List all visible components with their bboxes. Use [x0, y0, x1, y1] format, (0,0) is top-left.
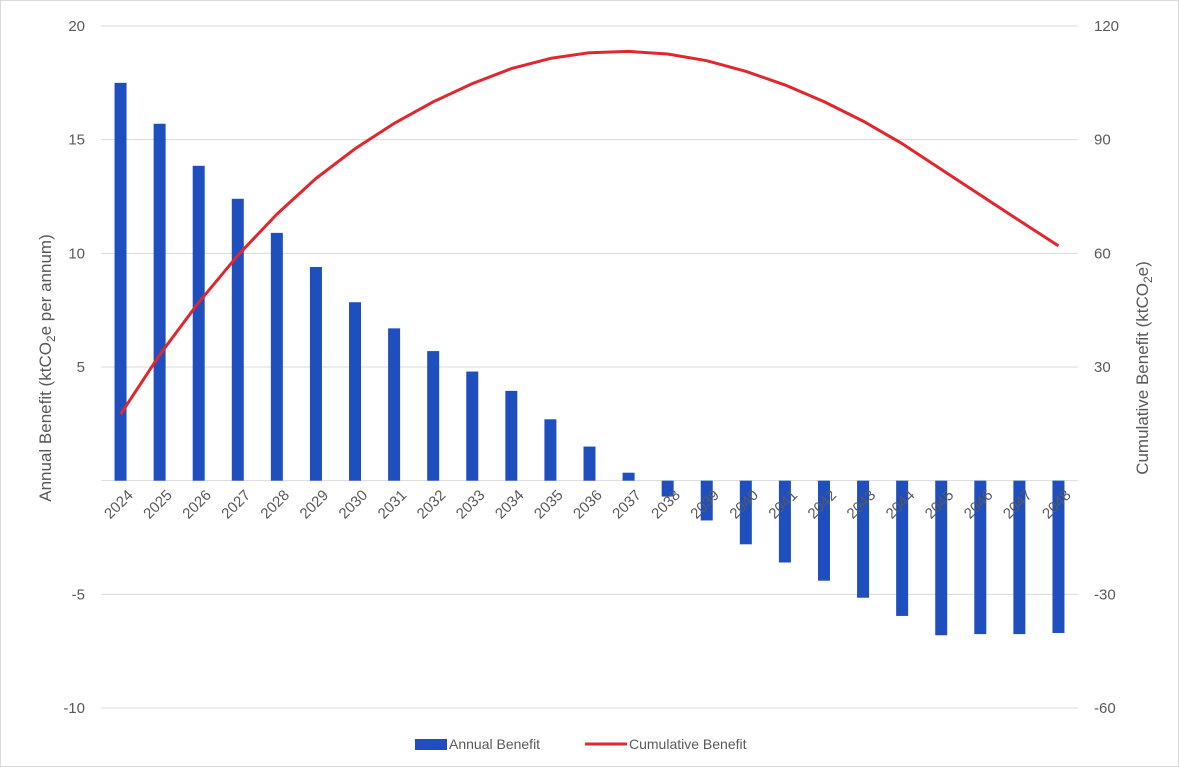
left-axis-title: Annual Benefit (ktCO2e per annum) [36, 234, 58, 502]
legend-label-annual-benefit: Annual Benefit [449, 736, 540, 752]
bar-2027 [231, 198, 244, 481]
bar-2040 [739, 480, 752, 545]
x-axis-tick-label-2034: 2034 [492, 487, 528, 523]
legend-label-cumulative-benefit: Cumulative Benefit [629, 736, 747, 752]
right-axis-tick-label: 90 [1094, 132, 1111, 149]
x-axis-tick-label-2026: 2026 [179, 487, 215, 523]
bar-2029 [309, 266, 322, 481]
left-axis-title-subscript: 2 [44, 335, 58, 342]
x-axis-tick-label-2028: 2028 [257, 487, 293, 523]
bar-2043 [857, 480, 870, 598]
right-axis-title: Cumulative Benefit (ktCO2e) [1133, 261, 1155, 475]
left-axis-tick-label: 5 [77, 359, 85, 376]
legend: Annual Benefit Cumulative Benefit [415, 736, 747, 752]
x-axis-tick-label-2030: 2030 [336, 487, 372, 523]
bar-2036 [583, 446, 596, 481]
bar-2033 [466, 371, 479, 481]
left-axis-title-suffix: e per annum) [36, 234, 55, 335]
left-axis-tick-labels: -10 -5 5 10 15 20 [63, 18, 85, 717]
right-axis-title-prefix: Cumulative Benefit (ktCO [1133, 283, 1152, 475]
right-axis-title-subscript: 2 [1141, 276, 1155, 283]
bar-2039 [700, 480, 713, 521]
bar-2032 [427, 351, 440, 481]
x-axis-tick-label-2024: 2024 [101, 487, 137, 523]
x-axis-tick-label-2038: 2038 [648, 487, 684, 523]
bar-2024 [114, 82, 127, 481]
left-axis-title-prefix: Annual Benefit (ktCO [36, 342, 55, 502]
bar-2038 [661, 480, 674, 497]
bar-2028 [270, 232, 283, 481]
x-axis-tick-label-2037: 2037 [609, 487, 645, 523]
bar-2025 [153, 123, 166, 481]
right-axis-tick-label: 60 [1094, 245, 1111, 262]
cumulative-benefit-line-group [119, 49, 1060, 416]
x-axis-tick-labels: 2024 2025 2026 2027 2028 2029 2030 2031 2032 2033… [101, 487, 1075, 523]
bar-2047 [1013, 480, 1026, 635]
x-axis-tick-label-2027: 2027 [218, 487, 254, 523]
left-axis-tick-label: -10 [63, 700, 85, 717]
cumulative-benefit-line [119, 49, 1060, 416]
x-axis-tick-label-2031: 2031 [375, 487, 411, 523]
bar-2026 [192, 165, 205, 481]
bar-2044 [896, 480, 909, 616]
x-axis-tick-label-2036: 2036 [570, 487, 606, 523]
left-axis-tick-label: 10 [68, 245, 85, 262]
right-axis-tick-label: 120 [1094, 18, 1119, 35]
x-axis-tick-label-2029: 2029 [297, 487, 333, 523]
bar-2041 [778, 480, 791, 563]
right-axis-tick-label: -30 [1094, 586, 1116, 603]
left-axis-tick-label: -5 [72, 586, 85, 603]
bar-2034 [505, 390, 518, 481]
bar-2031 [388, 328, 401, 481]
right-axis-tick-label: -60 [1094, 700, 1116, 717]
x-axis-tick-label-2032: 2032 [414, 487, 450, 523]
bar-2037 [622, 472, 635, 481]
right-axis-tick-labels: -60 -30 30 60 90 120 [1094, 18, 1119, 717]
legend-swatch-annual-benefit [415, 739, 447, 750]
left-axis-tick-label: 20 [68, 18, 85, 35]
bar-2035 [544, 419, 557, 481]
gridlines [101, 25, 1078, 709]
right-axis-title-suffix: e) [1133, 261, 1152, 276]
bar-2042 [817, 480, 830, 581]
right-axis-tick-label: 30 [1094, 359, 1111, 376]
bar-2030 [349, 302, 362, 481]
bar-2048 [1052, 480, 1065, 633]
annual-benefit-bars [114, 82, 1065, 636]
left-axis-tick-label: 15 [68, 132, 85, 149]
x-axis-tick-label-2035: 2035 [531, 487, 567, 523]
x-axis-tick-label-2033: 2033 [453, 487, 489, 523]
bar-2045 [935, 480, 948, 636]
bar-2046 [974, 480, 987, 635]
x-axis-tick-label-2025: 2025 [140, 487, 176, 523]
